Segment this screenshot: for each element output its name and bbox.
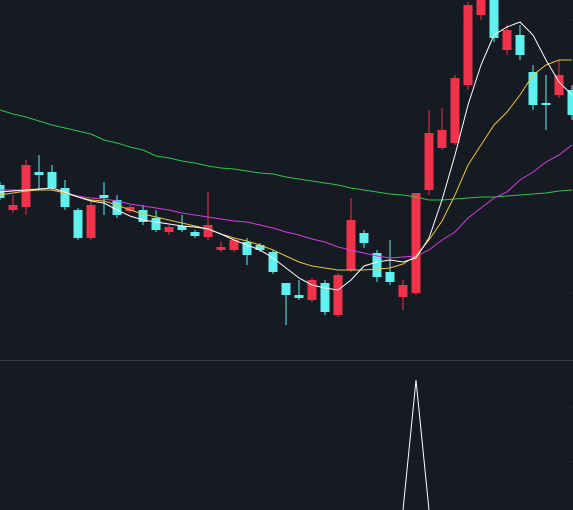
candle-body [333,275,343,315]
candle-body [47,172,57,188]
candle-body [424,133,434,190]
candle-body [190,232,200,236]
candle-body [411,193,421,293]
candle-body [242,242,252,255]
candle-body [216,247,226,250]
candle-body [164,227,174,232]
candle-body [177,226,187,230]
candle-body [138,210,148,222]
candle-body [515,35,525,55]
candle-body [437,130,447,148]
candle-body [255,245,265,250]
candle-body [151,218,161,230]
candle-body [112,200,122,215]
candle-body [268,252,278,272]
line [402,379,430,510]
candle-body [86,205,96,238]
candle-body [541,103,551,105]
candle-body [73,210,83,238]
candle-body [21,165,31,207]
candle-body [359,233,369,243]
candle-body [125,207,135,211]
candle-body [307,280,317,300]
candle-body [99,195,109,198]
candle-body [372,253,382,277]
candle-body [450,78,460,143]
candle-body [476,0,486,15]
candle-body [489,0,499,38]
candle-body [528,72,538,105]
candle-body [294,295,304,298]
candle-body [385,272,395,282]
line [0,59,572,271]
candle-body [281,283,291,295]
line [0,21,573,291]
candle-body [554,75,564,95]
candle-body [398,285,408,297]
candle-body [60,188,70,207]
line [0,109,573,201]
candle-body [203,225,213,237]
candle-body [502,30,512,50]
candle-body [463,5,473,85]
candle-body [8,205,18,210]
candle-body [567,90,573,115]
candle-body [346,220,356,270]
line [0,144,573,259]
candle-body [34,172,44,175]
candle-body [320,283,330,312]
candle-body [229,240,239,250]
